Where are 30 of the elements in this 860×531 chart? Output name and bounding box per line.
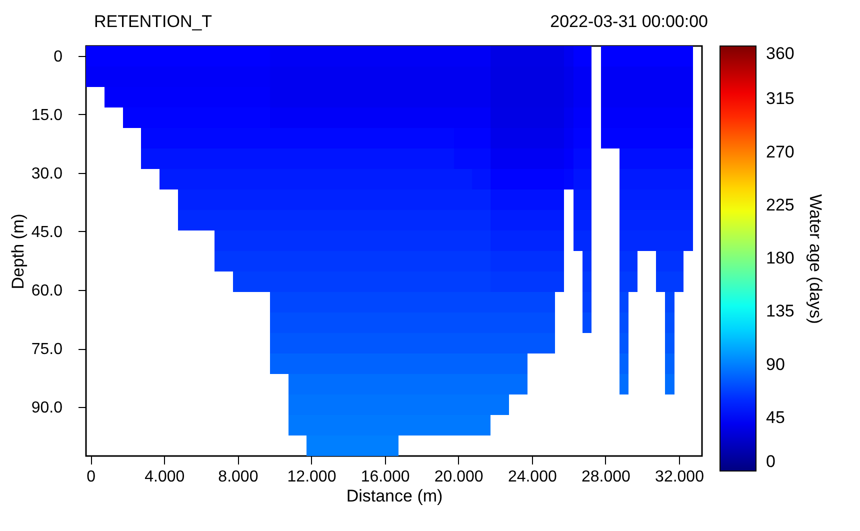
y-tick-label: 30.0 bbox=[31, 165, 63, 182]
color-bar-label: 90 bbox=[766, 354, 785, 374]
y-tick-label: 45.0 bbox=[31, 224, 63, 241]
y-tick-label: 60.0 bbox=[31, 282, 63, 300]
y-tick-label: 0 bbox=[54, 48, 63, 66]
x-tick-label: 24.000 bbox=[508, 468, 557, 486]
color-bar-label: 45 bbox=[766, 408, 785, 427]
color-bar-label: 315 bbox=[766, 89, 794, 108]
y-axis-title: Depth (m) bbox=[8, 214, 28, 290]
x-tick-label: 28.000 bbox=[581, 468, 631, 486]
y-tick-label: 75.0 bbox=[31, 341, 63, 358]
x-tick-label: 0 bbox=[86, 468, 96, 486]
x-tick-label: 32.000 bbox=[655, 468, 704, 486]
color-bar-label: 360 bbox=[766, 44, 794, 63]
y-tick-label: 90.0 bbox=[31, 400, 63, 417]
color-bar-label: 225 bbox=[766, 195, 794, 214]
color-bar-label: 270 bbox=[766, 142, 794, 162]
x-tick-label: 12.000 bbox=[287, 468, 336, 486]
color-bar-label: 180 bbox=[766, 248, 794, 268]
color-bar-label: 0 bbox=[766, 452, 776, 471]
chart-title: RETENTION_T bbox=[94, 12, 212, 32]
x-tick-label: 16.000 bbox=[360, 468, 410, 486]
x-tick-label: 4.000 bbox=[144, 468, 185, 486]
x-tick-label: 20.000 bbox=[434, 468, 484, 486]
x-axis-title: Distance (m) bbox=[346, 486, 443, 506]
y-tick-label: 15.0 bbox=[31, 106, 63, 124]
chart-subtitle: 2022-03-31 00:00:00 bbox=[550, 12, 708, 32]
color-bar-title: Water age (days) bbox=[806, 194, 825, 324]
x-tick-label: 8.000 bbox=[218, 468, 258, 486]
color-bar-label: 135 bbox=[766, 302, 794, 321]
